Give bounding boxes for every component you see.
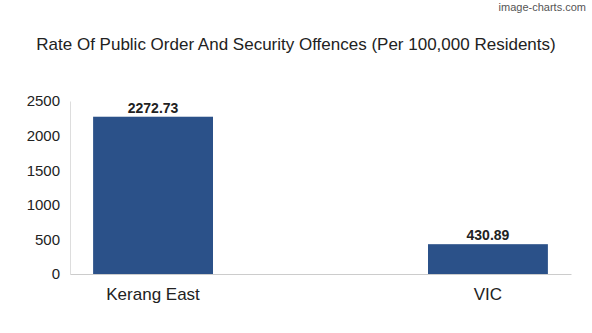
background	[0, 0, 592, 333]
data-label: 430.89	[467, 227, 510, 243]
y-tick: 1500	[27, 162, 70, 179]
y-tick: 0	[52, 265, 70, 282]
chart-title: Rate Of Public Order And Security Offenc…	[36, 35, 555, 54]
y-axis-line	[70, 102, 71, 275]
bar	[428, 244, 548, 274]
chart-svg: image-charts.com Rate Of Public Order And…	[0, 0, 592, 333]
x-tick: Kerang East	[106, 274, 200, 304]
y-tick: 2000	[27, 127, 70, 144]
y-tick: 500	[35, 231, 70, 248]
x-tick-label: Kerang East	[106, 285, 200, 304]
x-tick: VIC	[474, 274, 502, 304]
y-tick-label: 1000	[27, 196, 60, 213]
y-tick-label: 0	[52, 265, 60, 282]
y-tick-label: 2500	[27, 92, 60, 109]
annotation: image-charts.com	[499, 1, 586, 13]
x-axis-line	[71, 274, 572, 275]
y-axis: 0 500 1000 1500 2000 2500	[27, 92, 71, 282]
y-tick-label: 500	[35, 231, 60, 248]
data-label: 2272.73	[128, 100, 179, 116]
y-tick-label: 2000	[27, 127, 60, 144]
x-axis: Kerang East VIC	[71, 274, 572, 304]
bar	[93, 117, 213, 274]
y-tick: 1000	[27, 196, 70, 213]
y-tick: 2500	[27, 92, 70, 109]
y-tick-label: 1500	[27, 162, 60, 179]
chart-container: image-charts.com Rate Of Public Order And…	[0, 0, 592, 333]
bars	[93, 117, 548, 274]
x-tick-label: VIC	[474, 285, 502, 304]
data-labels: 2272.73 430.89	[128, 100, 510, 243]
